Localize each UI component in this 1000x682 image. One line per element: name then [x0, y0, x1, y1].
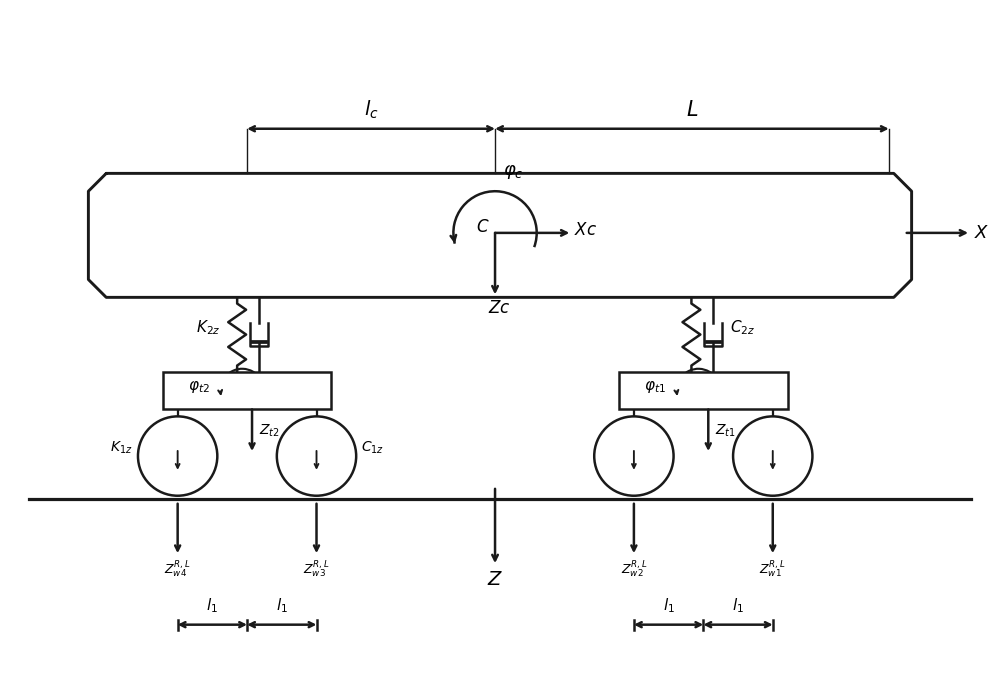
Text: $Zc$: $Zc$ [488, 300, 510, 317]
Text: $l_1$: $l_1$ [732, 596, 744, 614]
Text: $Z_{t2}$: $Z_{t2}$ [259, 423, 280, 439]
Text: $\varphi_c$: $\varphi_c$ [503, 163, 523, 181]
Text: $\varphi_{t2}$: $\varphi_{t2}$ [188, 379, 209, 395]
Bar [163, 372, 331, 409]
Text: $l_1$: $l_1$ [663, 596, 675, 614]
Text: $l_1$: $l_1$ [206, 596, 218, 614]
Text: $K_{1z}$: $K_{1z}$ [110, 440, 133, 456]
Text: $Z_{t1}$: $Z_{t1}$ [715, 423, 736, 439]
Circle shape [277, 417, 356, 496]
Text: $L$: $L$ [686, 100, 698, 120]
Circle shape [733, 417, 812, 496]
Circle shape [594, 417, 674, 496]
Text: $X$: $X$ [974, 224, 990, 242]
Text: $C_{1z}$: $C_{1z}$ [361, 440, 384, 456]
Text: $Z$: $Z$ [487, 571, 503, 589]
Text: $Z_{w1}^{R,L}$: $Z_{w1}^{R,L}$ [759, 560, 786, 580]
Text: $C_{2z}$: $C_{2z}$ [730, 318, 755, 337]
Text: $Z_{w2}^{R,L}$: $Z_{w2}^{R,L}$ [621, 560, 647, 580]
Bar [619, 372, 788, 409]
Text: $C$: $C$ [476, 220, 490, 237]
Text: $l_c$: $l_c$ [364, 99, 378, 121]
Text: $K_{2z}$: $K_{2z}$ [196, 318, 220, 337]
Text: $l_1$: $l_1$ [276, 596, 288, 614]
Circle shape [138, 417, 217, 496]
Text: $Z_{w3}^{R,L}$: $Z_{w3}^{R,L}$ [303, 560, 330, 580]
Text: $\varphi_{t1}$: $\varphi_{t1}$ [644, 379, 666, 395]
Text: $Xc$: $Xc$ [574, 222, 597, 239]
Text: $Z_{w4}^{R,L}$: $Z_{w4}^{R,L}$ [164, 560, 191, 580]
